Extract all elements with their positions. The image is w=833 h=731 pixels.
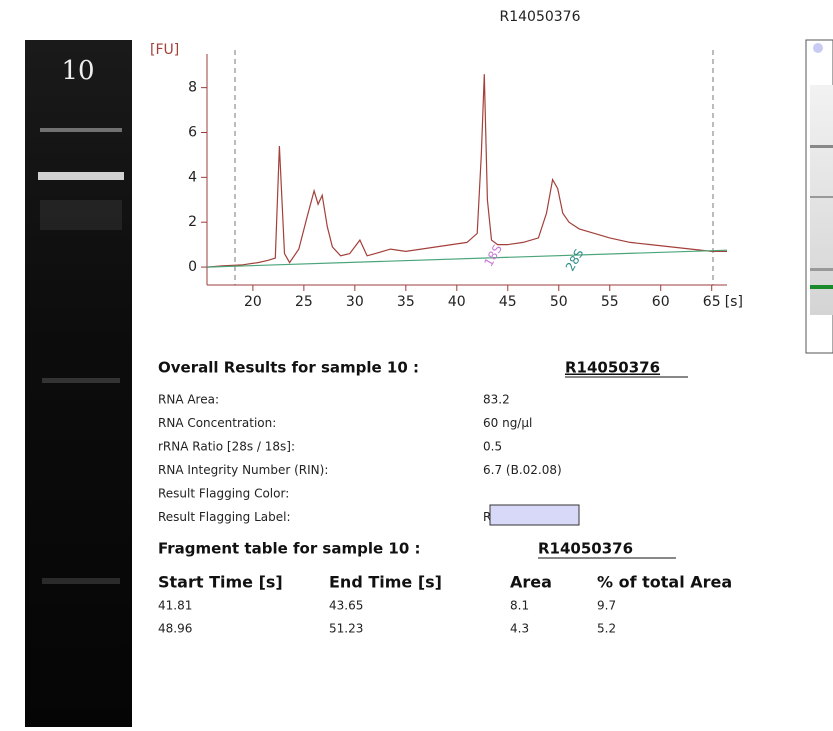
x-tick-label: 50 <box>550 294 568 310</box>
x-tick-label: 60 <box>652 294 670 310</box>
x-tick-label: 65 <box>703 294 721 310</box>
table-cell: 8.1 <box>510 599 529 613</box>
result-value: 60 ng/µl <box>483 416 532 430</box>
results-sample: R14050376 <box>565 359 660 377</box>
result-label: rRNA Ratio [28s / 18s]: <box>158 440 295 454</box>
x-axis-label: [s] <box>725 294 743 310</box>
y-tick-label: 6 <box>188 124 197 140</box>
result-value: 83.2 <box>483 393 510 407</box>
table-cell: 51.23 <box>329 622 363 636</box>
x-tick-label: 55 <box>601 294 619 310</box>
y-tick-label: 8 <box>188 80 197 96</box>
peak-label: 18S <box>481 242 505 269</box>
peak-label: 28S <box>563 247 587 274</box>
table-header: % of total Area <box>597 573 732 592</box>
gel-lane: 10 <box>25 40 132 727</box>
table-header: Start Time [s] <box>158 573 283 592</box>
x-tick-label: 45 <box>499 294 517 310</box>
results-title: Overall Results for sample 10 : <box>158 359 419 377</box>
x-tick-label: 20 <box>244 294 262 310</box>
result-value: 6.7 (B.02.08) <box>483 463 562 477</box>
table-header: Area <box>510 573 552 592</box>
result-value: 0.5 <box>483 440 502 454</box>
x-tick-label: 30 <box>346 294 364 310</box>
gel-label: 10 <box>61 56 94 86</box>
result-label: RNA Concentration: <box>158 416 276 430</box>
fragment-sample: R14050376 <box>538 540 633 558</box>
table-cell: 48.96 <box>158 622 192 636</box>
x-tick-label: 25 <box>295 294 313 310</box>
result-label: Result Flagging Color: <box>158 487 289 501</box>
table-cell: 5.2 <box>597 622 616 636</box>
table-cell: 4.3 <box>510 622 529 636</box>
x-tick-label: 35 <box>397 294 415 310</box>
y-axis-label: [FU] <box>150 42 179 58</box>
gel-thumbnail <box>806 40 833 353</box>
table-cell: 41.81 <box>158 599 192 613</box>
result-label: RNA Integrity Number (RIN): <box>158 463 328 477</box>
x-tick-label: 40 <box>448 294 466 310</box>
flag-color-swatch <box>490 505 579 525</box>
result-label: Result Flagging Label: <box>158 510 291 524</box>
chart-title: R14050376 <box>500 9 581 25</box>
y-tick-label: 0 <box>188 259 197 275</box>
table-cell: 9.7 <box>597 599 616 613</box>
table-cell: 43.65 <box>329 599 363 613</box>
table-header: End Time [s] <box>329 573 442 592</box>
y-tick-label: 2 <box>188 214 197 230</box>
result-label: RNA Area: <box>158 393 219 407</box>
fragment-title: Fragment table for sample 10 : <box>158 540 421 558</box>
trace <box>207 74 727 267</box>
report: 10 R14050376 [FU] 0 2 4 6 8 20 25 30 35 40 45 50 55 6… <box>0 0 833 727</box>
y-tick-label: 4 <box>188 169 197 185</box>
